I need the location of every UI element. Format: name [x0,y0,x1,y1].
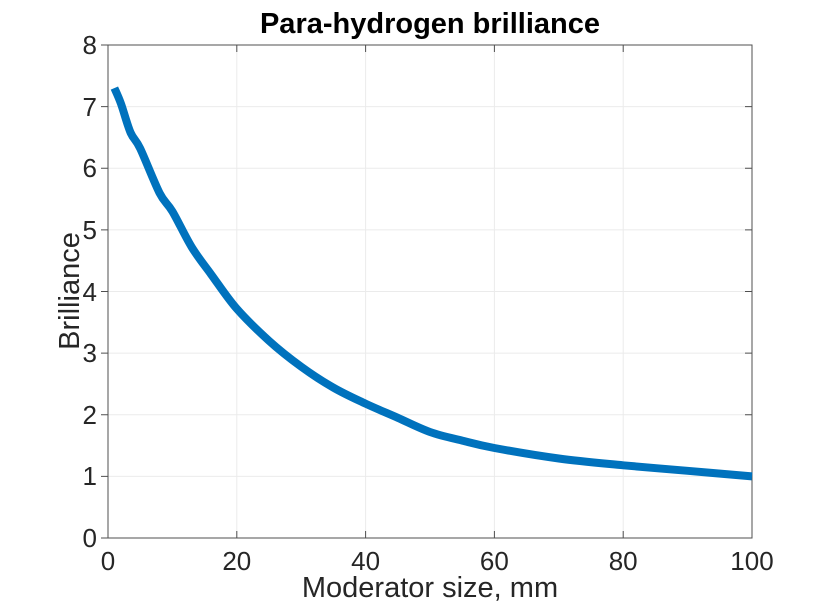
y-tick-label: 0 [82,523,97,553]
y-tick-label: 8 [82,30,97,60]
x-tick-label: 60 [479,546,509,576]
y-tick-label: 5 [82,214,97,245]
x-axis-label: Moderator size, mm [301,572,559,604]
y-tick-label: 2 [82,399,97,430]
y-axis-label-text: Brilliance [53,232,86,350]
y-tick-label: 4 [82,276,97,307]
x-tick-label: 100 [730,546,774,576]
data-curve [110,86,753,481]
y-tick-label: 6 [82,153,97,184]
x-tick-label: 0 [100,546,116,576]
chart-title: Para-hydrogen brilliance [259,8,601,40]
y-tick-label: 3 [82,338,97,369]
y-tick-label: 1 [82,461,97,492]
x-tick-label: 20 [222,546,252,576]
x-tick-label: 80 [608,546,638,576]
x-tick-label: 40 [351,546,381,576]
y-tick-label: 7 [82,91,97,122]
